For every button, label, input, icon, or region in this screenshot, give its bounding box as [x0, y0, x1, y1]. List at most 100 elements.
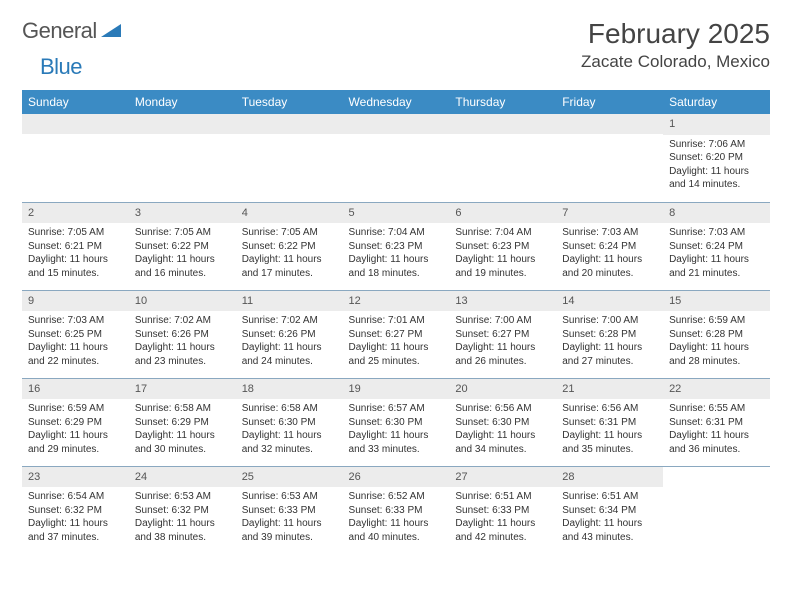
day-number: 22 [663, 379, 770, 400]
calendar-day-cell: 15Sunrise: 6:59 AMSunset: 6:28 PMDayligh… [663, 290, 770, 378]
calendar-day-cell: 10Sunrise: 7:02 AMSunset: 6:26 PMDayligh… [129, 290, 236, 378]
sunset-text: Sunset: 6:25 PM [28, 328, 123, 342]
calendar-day-cell: 14Sunrise: 7:00 AMSunset: 6:28 PMDayligh… [556, 290, 663, 378]
day-body: Sunrise: 7:06 AMSunset: 6:20 PMDaylight:… [663, 135, 770, 198]
calendar-day-cell: 22Sunrise: 6:55 AMSunset: 6:31 PMDayligh… [663, 378, 770, 466]
day-number: 26 [343, 467, 450, 488]
calendar-day-cell: 28Sunrise: 6:51 AMSunset: 6:34 PMDayligh… [556, 466, 663, 554]
calendar-day-cell: 13Sunrise: 7:00 AMSunset: 6:27 PMDayligh… [449, 290, 556, 378]
sunset-text: Sunset: 6:30 PM [455, 416, 550, 430]
sunset-text: Sunset: 6:32 PM [28, 504, 123, 518]
logo-triangle-icon [101, 21, 121, 42]
sunset-text: Sunset: 6:33 PM [242, 504, 337, 518]
weekday-header-row: Sunday Monday Tuesday Wednesday Thursday… [22, 90, 770, 114]
day-body: Sunrise: 7:02 AMSunset: 6:26 PMDaylight:… [129, 311, 236, 374]
sunset-text: Sunset: 6:33 PM [455, 504, 550, 518]
day-body: Sunrise: 7:03 AMSunset: 6:25 PMDaylight:… [22, 311, 129, 374]
logo-text-1: General [22, 18, 97, 44]
day-number: 8 [663, 203, 770, 224]
day-number: 10 [129, 291, 236, 312]
empty-day-header [22, 114, 129, 134]
daylight-text: Daylight: 11 hours and 17 minutes. [242, 253, 337, 280]
day-number: 3 [129, 203, 236, 224]
day-body: Sunrise: 6:58 AMSunset: 6:29 PMDaylight:… [129, 399, 236, 462]
day-number: 27 [449, 467, 556, 488]
daylight-text: Daylight: 11 hours and 23 minutes. [135, 341, 230, 368]
daylight-text: Daylight: 11 hours and 26 minutes. [455, 341, 550, 368]
daylight-text: Daylight: 11 hours and 24 minutes. [242, 341, 337, 368]
day-number: 24 [129, 467, 236, 488]
sunrise-text: Sunrise: 7:06 AM [669, 138, 764, 152]
daylight-text: Daylight: 11 hours and 36 minutes. [669, 429, 764, 456]
daylight-text: Daylight: 11 hours and 25 minutes. [349, 341, 444, 368]
sunset-text: Sunset: 6:24 PM [669, 240, 764, 254]
weekday-header: Wednesday [343, 90, 450, 114]
calendar-day-cell: 12Sunrise: 7:01 AMSunset: 6:27 PMDayligh… [343, 290, 450, 378]
day-number: 7 [556, 203, 663, 224]
calendar-day-cell: 27Sunrise: 6:51 AMSunset: 6:33 PMDayligh… [449, 466, 556, 554]
calendar-week-row: 9Sunrise: 7:03 AMSunset: 6:25 PMDaylight… [22, 290, 770, 378]
daylight-text: Daylight: 11 hours and 18 minutes. [349, 253, 444, 280]
sunset-text: Sunset: 6:23 PM [349, 240, 444, 254]
day-number: 17 [129, 379, 236, 400]
calendar-day-cell: 24Sunrise: 6:53 AMSunset: 6:32 PMDayligh… [129, 466, 236, 554]
day-body: Sunrise: 6:59 AMSunset: 6:28 PMDaylight:… [663, 311, 770, 374]
day-body: Sunrise: 7:00 AMSunset: 6:28 PMDaylight:… [556, 311, 663, 374]
title-block: February 2025 Zacate Colorado, Mexico [581, 18, 770, 72]
day-body: Sunrise: 7:04 AMSunset: 6:23 PMDaylight:… [343, 223, 450, 286]
daylight-text: Daylight: 11 hours and 42 minutes. [455, 517, 550, 544]
day-body: Sunrise: 7:02 AMSunset: 6:26 PMDaylight:… [236, 311, 343, 374]
day-body: Sunrise: 6:51 AMSunset: 6:33 PMDaylight:… [449, 487, 556, 550]
weekday-header: Thursday [449, 90, 556, 114]
daylight-text: Daylight: 11 hours and 40 minutes. [349, 517, 444, 544]
weekday-header: Tuesday [236, 90, 343, 114]
sunset-text: Sunset: 6:27 PM [455, 328, 550, 342]
day-number: 16 [22, 379, 129, 400]
calendar-day-cell: 20Sunrise: 6:56 AMSunset: 6:30 PMDayligh… [449, 378, 556, 466]
sunrise-text: Sunrise: 7:05 AM [28, 226, 123, 240]
sunrise-text: Sunrise: 6:59 AM [669, 314, 764, 328]
sunrise-text: Sunrise: 7:05 AM [242, 226, 337, 240]
sunrise-text: Sunrise: 6:58 AM [242, 402, 337, 416]
sunrise-text: Sunrise: 6:56 AM [562, 402, 657, 416]
day-number: 5 [343, 203, 450, 224]
day-body: Sunrise: 6:57 AMSunset: 6:30 PMDaylight:… [343, 399, 450, 462]
weekday-header: Sunday [22, 90, 129, 114]
calendar-week-row: 1Sunrise: 7:06 AMSunset: 6:20 PMDaylight… [22, 114, 770, 202]
calendar-day-cell: 5Sunrise: 7:04 AMSunset: 6:23 PMDaylight… [343, 202, 450, 290]
daylight-text: Daylight: 11 hours and 15 minutes. [28, 253, 123, 280]
calendar-week-row: 2Sunrise: 7:05 AMSunset: 6:21 PMDaylight… [22, 202, 770, 290]
daylight-text: Daylight: 11 hours and 38 minutes. [135, 517, 230, 544]
day-number: 25 [236, 467, 343, 488]
day-body: Sunrise: 6:58 AMSunset: 6:30 PMDaylight:… [236, 399, 343, 462]
sunset-text: Sunset: 6:23 PM [455, 240, 550, 254]
sunset-text: Sunset: 6:30 PM [349, 416, 444, 430]
sunrise-text: Sunrise: 7:02 AM [242, 314, 337, 328]
calendar-day-cell: 7Sunrise: 7:03 AMSunset: 6:24 PMDaylight… [556, 202, 663, 290]
calendar-day-cell [236, 114, 343, 202]
day-body: Sunrise: 6:51 AMSunset: 6:34 PMDaylight:… [556, 487, 663, 550]
calendar-day-cell [129, 114, 236, 202]
day-body: Sunrise: 6:56 AMSunset: 6:30 PMDaylight:… [449, 399, 556, 462]
calendar-day-cell: 9Sunrise: 7:03 AMSunset: 6:25 PMDaylight… [22, 290, 129, 378]
sunset-text: Sunset: 6:22 PM [135, 240, 230, 254]
day-number: 20 [449, 379, 556, 400]
sunset-text: Sunset: 6:33 PM [349, 504, 444, 518]
daylight-text: Daylight: 11 hours and 28 minutes. [669, 341, 764, 368]
day-body: Sunrise: 7:03 AMSunset: 6:24 PMDaylight:… [663, 223, 770, 286]
sunrise-text: Sunrise: 6:53 AM [242, 490, 337, 504]
daylight-text: Daylight: 11 hours and 20 minutes. [562, 253, 657, 280]
calendar-week-row: 23Sunrise: 6:54 AMSunset: 6:32 PMDayligh… [22, 466, 770, 554]
sunrise-text: Sunrise: 7:05 AM [135, 226, 230, 240]
calendar-week-row: 16Sunrise: 6:59 AMSunset: 6:29 PMDayligh… [22, 378, 770, 466]
calendar-day-cell: 4Sunrise: 7:05 AMSunset: 6:22 PMDaylight… [236, 202, 343, 290]
daylight-text: Daylight: 11 hours and 39 minutes. [242, 517, 337, 544]
weekday-header: Saturday [663, 90, 770, 114]
day-number: 9 [22, 291, 129, 312]
sunrise-text: Sunrise: 7:04 AM [455, 226, 550, 240]
daylight-text: Daylight: 11 hours and 37 minutes. [28, 517, 123, 544]
daylight-text: Daylight: 11 hours and 33 minutes. [349, 429, 444, 456]
day-number: 19 [343, 379, 450, 400]
sunrise-text: Sunrise: 6:59 AM [28, 402, 123, 416]
daylight-text: Daylight: 11 hours and 29 minutes. [28, 429, 123, 456]
